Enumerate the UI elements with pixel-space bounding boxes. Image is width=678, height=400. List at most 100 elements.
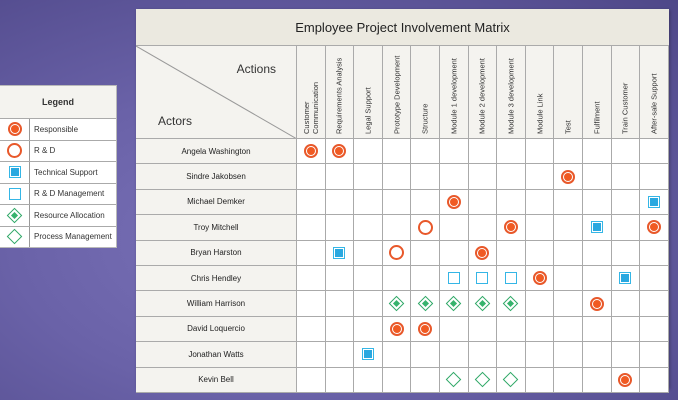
matrix-cell xyxy=(525,189,555,216)
matrix-cell xyxy=(611,139,641,165)
matrix-cell xyxy=(354,240,383,266)
legend-item: R & D xyxy=(0,140,116,162)
row-actor-label: Michael Demker xyxy=(136,189,297,216)
matrix-title: Employee Project Involvement Matrix xyxy=(136,9,669,46)
matrix-cell xyxy=(611,291,641,317)
column-header: Module 3 development xyxy=(497,46,526,139)
matrix-cell xyxy=(382,164,412,190)
technical-support-icon xyxy=(647,195,660,208)
matrix-cell xyxy=(640,316,669,343)
matrix-cell xyxy=(611,367,641,393)
responsible-icon xyxy=(303,144,318,159)
matrix-cell xyxy=(554,240,583,266)
matrix-cell xyxy=(297,139,326,165)
matrix-cell xyxy=(497,240,526,266)
resource-allocation-icon xyxy=(474,295,491,312)
rd-icon xyxy=(389,245,405,261)
matrix-cell xyxy=(583,316,612,343)
matrix-cell xyxy=(497,266,526,292)
matrix-cell xyxy=(640,164,669,190)
legend-item: Resource Allocation xyxy=(0,205,116,227)
matrix-cell xyxy=(297,189,326,216)
legend-icon-cell xyxy=(0,226,30,247)
responsible-icon xyxy=(561,169,576,184)
responsible-icon xyxy=(475,245,490,260)
matrix-cell xyxy=(382,139,412,165)
matrix-cell xyxy=(382,316,412,343)
column-header: Prototype Development xyxy=(382,46,412,139)
matrix-cell xyxy=(354,139,383,165)
legend-title: Legend xyxy=(0,86,116,119)
matrix-cell xyxy=(325,139,355,165)
matrix-cell xyxy=(354,291,383,317)
legend-item: Responsible xyxy=(0,119,116,141)
matrix-cell xyxy=(611,316,641,343)
column-header-label: Train Customer xyxy=(620,82,630,134)
matrix-cell xyxy=(468,367,498,393)
resource-allocation-icon xyxy=(388,295,405,312)
legend-label: Technical Support xyxy=(34,167,98,177)
resource-allocation-icon xyxy=(446,295,462,312)
column-header-label: Module Link xyxy=(535,93,545,134)
column-header-label: Structure xyxy=(420,103,430,134)
legend-icon-cell xyxy=(0,162,30,183)
matrix-cell xyxy=(440,367,469,393)
matrix-cell xyxy=(525,342,555,368)
matrix-cell xyxy=(297,342,326,368)
process-management-icon xyxy=(474,372,491,388)
matrix-cell xyxy=(411,316,440,343)
legend-icon-cell xyxy=(0,119,30,140)
matrix-cell xyxy=(354,215,383,241)
matrix-cell xyxy=(468,189,498,216)
matrix-cell xyxy=(382,291,412,317)
matrix-cell xyxy=(525,164,555,190)
column-header: Fulfilment xyxy=(583,46,612,139)
column-header-label: After-sale Support xyxy=(649,73,659,134)
matrix-cell xyxy=(468,266,498,292)
matrix-cell xyxy=(468,342,498,368)
row-actor-label: Chris Hendley xyxy=(136,266,297,292)
matrix-cell xyxy=(525,215,555,241)
responsible-icon xyxy=(503,220,518,235)
resource-allocation-icon xyxy=(417,295,433,312)
matrix-cell xyxy=(411,240,440,266)
process-management-icon xyxy=(503,372,519,388)
matrix-cell xyxy=(382,189,412,216)
responsible-icon xyxy=(389,321,404,336)
legend-label: Responsible xyxy=(34,124,79,134)
matrix-cell xyxy=(382,266,412,292)
legend-label: R & D xyxy=(34,146,56,156)
legend-item: Process Management xyxy=(0,226,116,247)
matrix-cell xyxy=(440,139,469,165)
matrix-cell xyxy=(468,291,498,317)
rd-management-icon xyxy=(476,272,489,285)
column-header: Structure xyxy=(411,46,440,139)
rd-management-icon xyxy=(8,187,21,200)
matrix-cell xyxy=(583,215,612,241)
row-actor-label: Jonathan Watts xyxy=(136,342,297,368)
matrix-cell xyxy=(640,189,669,216)
matrix-cell xyxy=(640,139,669,165)
matrix-cell xyxy=(611,215,641,241)
column-header-label: Requirements Analysis xyxy=(334,57,344,134)
matrix-cell xyxy=(497,367,526,393)
technical-support-icon xyxy=(619,272,632,285)
matrix-cell xyxy=(297,164,326,190)
matrix-cell xyxy=(640,367,669,393)
matrix-cell xyxy=(611,189,641,216)
legend-icon-cell xyxy=(0,205,30,226)
matrix-cell xyxy=(497,164,526,190)
matrix-cell xyxy=(525,139,555,165)
matrix-cell xyxy=(640,291,669,317)
matrix-cell xyxy=(525,316,555,343)
row-actor-label: Troy Mitchell xyxy=(136,215,297,241)
responsible-icon xyxy=(589,296,604,311)
column-header: Module 1 development xyxy=(440,46,469,139)
responsible-icon xyxy=(532,271,547,286)
matrix-cell xyxy=(411,215,440,241)
column-header: Requirements Analysis xyxy=(325,46,355,139)
row-actor-label: William Harrison xyxy=(136,291,297,317)
matrix-cell xyxy=(297,367,326,393)
matrix-cell xyxy=(411,291,440,317)
matrix-cell xyxy=(411,266,440,292)
